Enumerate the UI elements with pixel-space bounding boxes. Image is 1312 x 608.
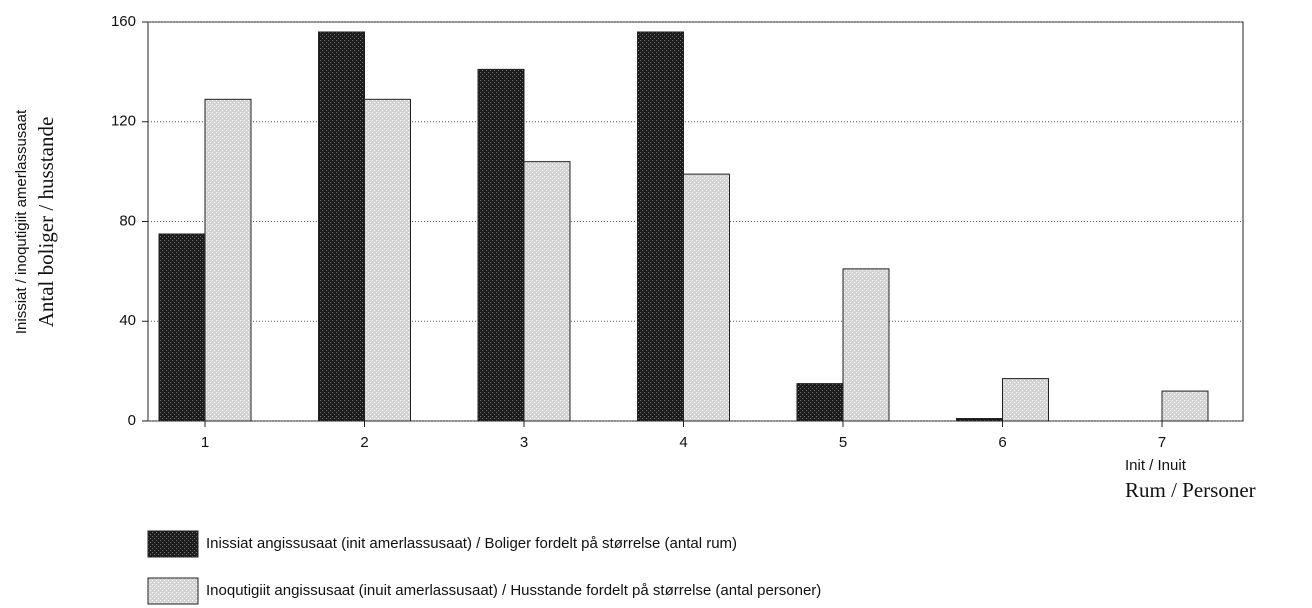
y-axis-label: Antal boliger / husstande [34,117,58,328]
legend-label: Inoqutigiit angissusaat (inuit amerlassu… [206,582,821,599]
x-axis-label: Rum / Personer [1125,478,1256,502]
bar [204,98,252,422]
bar [364,98,411,422]
bar [1161,390,1209,422]
y-tick-label: 80 [119,212,136,229]
y-tick-label: 120 [111,113,136,130]
x-tick-label: 7 [1158,434,1166,451]
legend-label: Inissiat angissusaat (init amerlassusaat… [206,535,737,552]
bar [1002,378,1049,422]
x-tick-label: 2 [360,434,368,451]
bar [318,31,365,422]
legend-swatch [147,530,199,558]
y-axis-label: Inissiat / inoqutigiit amerlassusaat [13,109,30,334]
y-tick-label: 160 [111,13,136,30]
bar [523,161,571,422]
x-tick-label: 6 [998,434,1006,451]
bar [842,268,890,422]
bar [477,68,525,422]
bar [637,31,684,422]
x-axis-label: Init / Inuit [1125,457,1187,474]
bar [158,233,206,422]
x-tick-label: 5 [839,434,847,451]
y-tick-label: 40 [119,312,136,329]
legend-swatch [147,577,199,605]
x-tick-label: 4 [679,434,687,451]
y-tick-label: 0 [128,412,136,429]
bar [683,173,730,422]
bar [796,383,844,422]
x-tick-label: 1 [201,434,209,451]
bar [956,418,1003,422]
x-tick-label: 3 [520,434,528,451]
